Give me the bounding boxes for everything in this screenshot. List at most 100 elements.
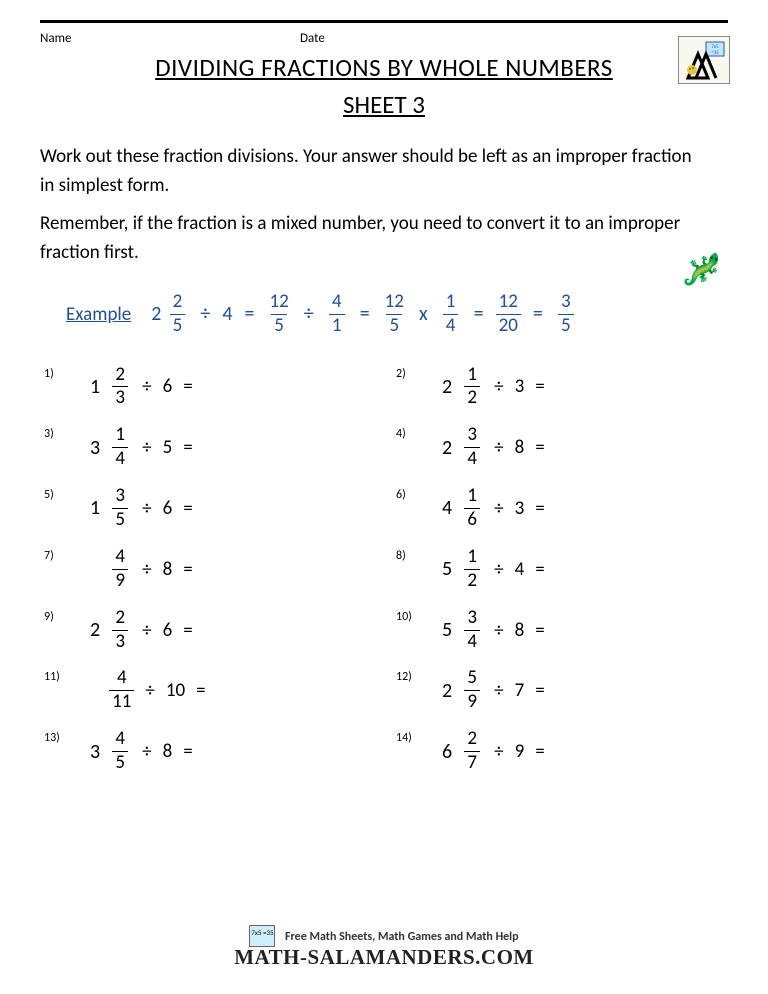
equals-sign: = xyxy=(533,740,546,763)
header-labels: Name Date xyxy=(40,31,728,46)
problem: 13)345÷8= xyxy=(44,729,376,774)
problem: 14)627÷9= xyxy=(396,729,728,774)
footer-logo-icon: 7x5 =35 xyxy=(249,925,275,947)
problem-number: 8) xyxy=(396,547,424,563)
equals-sign: = xyxy=(533,679,546,702)
problem: 2)212÷3= xyxy=(396,365,728,410)
divide-sign: ÷ xyxy=(140,436,153,459)
problem-divisor: 8 xyxy=(515,436,525,459)
problem: 3)314÷5= xyxy=(44,425,376,470)
problem-fraction: 16 xyxy=(461,486,483,531)
problem-whole: 5 xyxy=(442,557,452,581)
example-divisor: 4 xyxy=(222,302,232,326)
example-frac-4: 12 5 xyxy=(382,292,407,337)
divide-sign: ÷ xyxy=(492,740,505,763)
problem-whole: 2 xyxy=(442,375,452,399)
date-label: Date xyxy=(300,31,325,46)
example-frac-2: 12 5 xyxy=(266,292,291,337)
example-frac-5: 1 4 xyxy=(440,292,462,337)
problem-fraction: 12 xyxy=(461,547,483,592)
footer-tagline: Free Math Sheets, Math Games and Math He… xyxy=(285,930,519,944)
problem: 1)123÷6= xyxy=(44,365,376,410)
example-frac-7: 3 5 xyxy=(555,292,577,337)
problem-body: 627÷9= xyxy=(424,729,547,774)
problem-fraction: 49 xyxy=(109,547,131,592)
equals-sign: = xyxy=(181,436,194,459)
problem-divisor: 8 xyxy=(515,619,525,642)
problem-whole: 3 xyxy=(90,740,100,764)
problem-whole: 3 xyxy=(90,436,100,460)
problem-whole: 2 xyxy=(90,618,100,642)
problem: 6)416÷3= xyxy=(396,486,728,531)
problem-fraction: 34 xyxy=(461,608,483,653)
problem-number: 1) xyxy=(44,365,72,381)
problem-number: 10) xyxy=(396,608,424,624)
example-frac-1: 2 5 xyxy=(166,292,188,337)
name-label: Name xyxy=(40,31,300,46)
problem-number: 9) xyxy=(44,608,72,624)
example-frac-3: 4 1 xyxy=(326,292,348,337)
problem-body: 512÷4= xyxy=(424,547,547,592)
equals-sign: = xyxy=(358,302,372,326)
problems-grid: 1)123÷6=2)212÷3=3)314÷5=4)234÷8=5)135÷6=… xyxy=(40,365,728,774)
top-rule xyxy=(40,20,728,23)
problem-fraction: 45 xyxy=(109,729,131,774)
problem-divisor: 8 xyxy=(163,740,173,763)
divide-sign: ÷ xyxy=(492,375,505,398)
problem-divisor: 3 xyxy=(515,497,525,520)
divide-sign: ÷ xyxy=(492,679,505,702)
equals-sign: = xyxy=(181,740,194,763)
equals-sign: = xyxy=(181,375,194,398)
problem-divisor: 8 xyxy=(163,558,173,581)
problem-number: 5) xyxy=(44,486,72,502)
problem-whole: 5 xyxy=(442,618,452,642)
equals-sign: = xyxy=(243,302,257,326)
example-row: Example 2 2 5 ÷ 4 = 12 5 ÷ 4 1 = 12 5 x … xyxy=(66,292,728,337)
equals-sign: = xyxy=(531,302,545,326)
problem-fraction: 14 xyxy=(109,425,131,470)
problem-divisor: 6 xyxy=(163,497,173,520)
problem-divisor: 10 xyxy=(166,679,185,702)
equals-sign: = xyxy=(533,375,546,398)
equals-sign: = xyxy=(533,497,546,520)
divide-sign: ÷ xyxy=(140,619,153,642)
problem-fraction: 27 xyxy=(461,729,483,774)
problem: 4)234÷8= xyxy=(396,425,728,470)
divide-sign: ÷ xyxy=(492,436,505,459)
problem-fraction: 34 xyxy=(461,425,483,470)
example-frac-6: 12 20 xyxy=(496,292,521,337)
problem-divisor: 6 xyxy=(163,619,173,642)
footer: 7x5 =35 Free Math Sheets, Math Games and… xyxy=(0,925,768,970)
problem-body: 049÷8= xyxy=(72,547,195,592)
page-title: DIVIDING FRACTIONS BY WHOLE NUMBERS xyxy=(40,52,728,83)
problem-body: 135÷6= xyxy=(72,486,195,531)
problem-divisor: 3 xyxy=(515,375,525,398)
problem-fraction: 35 xyxy=(109,486,131,531)
problem-body: 223÷6= xyxy=(72,608,195,653)
problem-number: 14) xyxy=(396,729,424,745)
equals-sign: = xyxy=(472,302,486,326)
problem-number: 2) xyxy=(396,365,424,381)
problem: 12) 2 59 ÷ 7 = xyxy=(396,668,728,713)
problem-fraction: 59 xyxy=(461,668,483,713)
problem-body: 212÷3= xyxy=(424,365,547,410)
problem: 8)512÷4= xyxy=(396,547,728,592)
equals-sign: = xyxy=(533,619,546,642)
svg-text:=35: =35 xyxy=(711,50,719,56)
problem-whole: 6 xyxy=(442,740,452,764)
footer-brand: MATH-SALAMANDERS.COM xyxy=(0,945,768,970)
instructions-2: Remember, if the fraction is a mixed num… xyxy=(40,209,728,268)
problem-body: 0411÷10= xyxy=(72,668,208,713)
problem-number: 12) xyxy=(396,668,424,684)
problem-divisor: 7 xyxy=(515,679,525,702)
problem-number: 3) xyxy=(44,425,72,441)
problem-whole: 1 xyxy=(90,375,100,399)
salamander-icon: 🦎 xyxy=(678,247,727,295)
problem-whole: 2 xyxy=(442,679,452,703)
page-subtitle: SHEET 3 xyxy=(40,89,728,120)
divide-sign: ÷ xyxy=(492,497,505,520)
brand-logo-top: 7x5 =35 xyxy=(678,36,730,84)
equals-sign: = xyxy=(181,558,194,581)
problem-body: 234÷8= xyxy=(424,425,547,470)
divide-sign: ÷ xyxy=(140,740,153,763)
